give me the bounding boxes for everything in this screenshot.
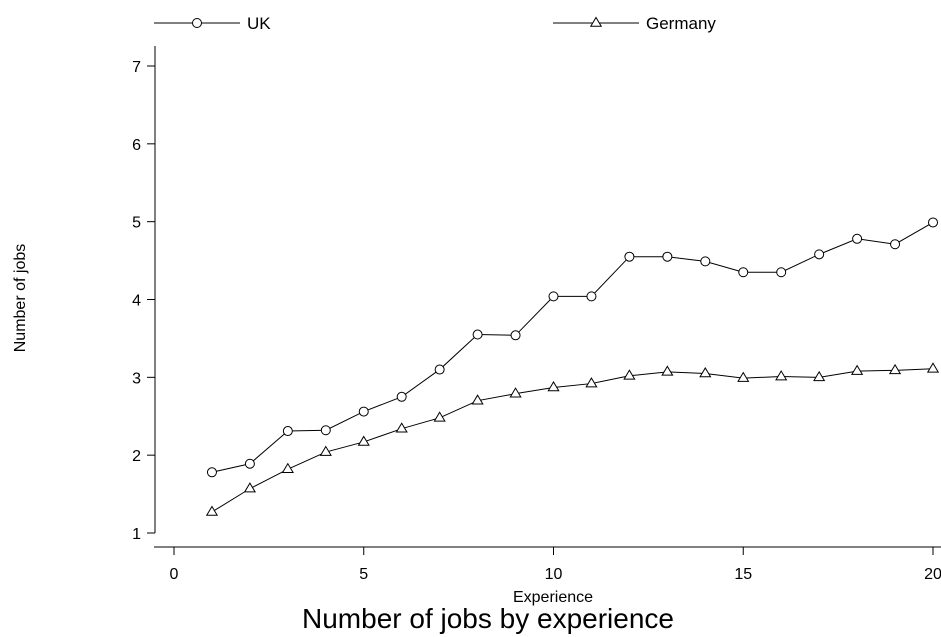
- data-point-uk: [244, 458, 255, 469]
- data-point-germany: [509, 387, 522, 398]
- data-point-germany: [319, 445, 332, 456]
- series-uk: [206, 217, 938, 478]
- data-point-uk: [624, 251, 635, 262]
- data-point-uk: [738, 267, 749, 278]
- data-point-uk: [814, 249, 825, 260]
- legend-label: UK: [247, 14, 271, 33]
- data-point-uk: [358, 406, 369, 417]
- data-point-uk: [662, 251, 673, 262]
- y-tick-label: 4: [132, 293, 141, 310]
- data-point-germany: [850, 364, 864, 375]
- x-axis-title: Experience: [513, 589, 593, 606]
- legend: UK Germany: [154, 14, 716, 33]
- x-tick-label: 5: [359, 566, 368, 583]
- data-point-germany: [357, 435, 370, 446]
- legend-item-uk: UK: [154, 14, 271, 33]
- data-point-germany: [585, 377, 598, 388]
- data-point-uk: [548, 291, 559, 302]
- series-line-uk: [211, 222, 934, 473]
- y-tick-label: 6: [132, 137, 141, 154]
- data-point-germany: [243, 482, 257, 493]
- data-point-germany: [471, 394, 484, 405]
- legend-label: Germany: [646, 14, 716, 33]
- data-point-uk: [206, 467, 217, 478]
- data-point-uk: [282, 426, 293, 437]
- data-point-uk: [510, 330, 521, 341]
- series-germany: [205, 362, 940, 516]
- data-point-germany: [699, 366, 712, 378]
- data-point-germany: [547, 380, 560, 392]
- legend-swatch-marker: [589, 16, 603, 27]
- series-line-germany: [211, 368, 934, 513]
- data-point-germany: [433, 411, 446, 422]
- series-layer: [205, 217, 940, 516]
- data-point-germany: [395, 422, 408, 433]
- y-tick-label: 2: [132, 448, 141, 465]
- data-point-germany: [813, 370, 826, 382]
- data-point-germany: [926, 362, 940, 373]
- y-axis: 1 2 3 4 5 6 7: [132, 46, 156, 543]
- chart-title: Number of jobs by experience: [302, 603, 674, 634]
- data-point-germany: [661, 365, 674, 376]
- data-point-germany: [281, 462, 294, 473]
- data-point-uk: [776, 267, 787, 278]
- data-point-uk: [586, 291, 597, 302]
- data-point-uk: [472, 329, 483, 340]
- y-tick-label: 5: [132, 215, 141, 232]
- x-tick-label: 20: [924, 566, 941, 583]
- y-tick-label: 7: [132, 59, 141, 76]
- x-tick-label: 15: [734, 566, 752, 583]
- x-tick-label: 10: [545, 566, 563, 583]
- legend-item-germany: Germany: [553, 14, 716, 33]
- data-point-uk: [434, 364, 445, 375]
- data-point-uk: [320, 425, 331, 436]
- y-axis-title: Number of jobs: [12, 244, 29, 353]
- x-tick-label: 0: [170, 566, 179, 583]
- data-point-germany: [775, 370, 788, 381]
- data-point-uk: [396, 391, 407, 402]
- data-point-germany: [888, 363, 902, 375]
- legend-swatch-marker: [192, 18, 202, 28]
- data-point-uk: [700, 256, 711, 267]
- x-axis: 0 5 10 15 20: [154, 546, 941, 583]
- data-point-germany: [737, 371, 750, 382]
- data-point-uk: [852, 233, 863, 244]
- data-point-uk: [928, 217, 938, 228]
- data-point-uk: [890, 239, 901, 250]
- data-point-germany: [205, 505, 219, 516]
- y-tick-label: 3: [132, 370, 141, 387]
- y-tick-label: 1: [132, 526, 141, 543]
- data-point-germany: [623, 369, 636, 380]
